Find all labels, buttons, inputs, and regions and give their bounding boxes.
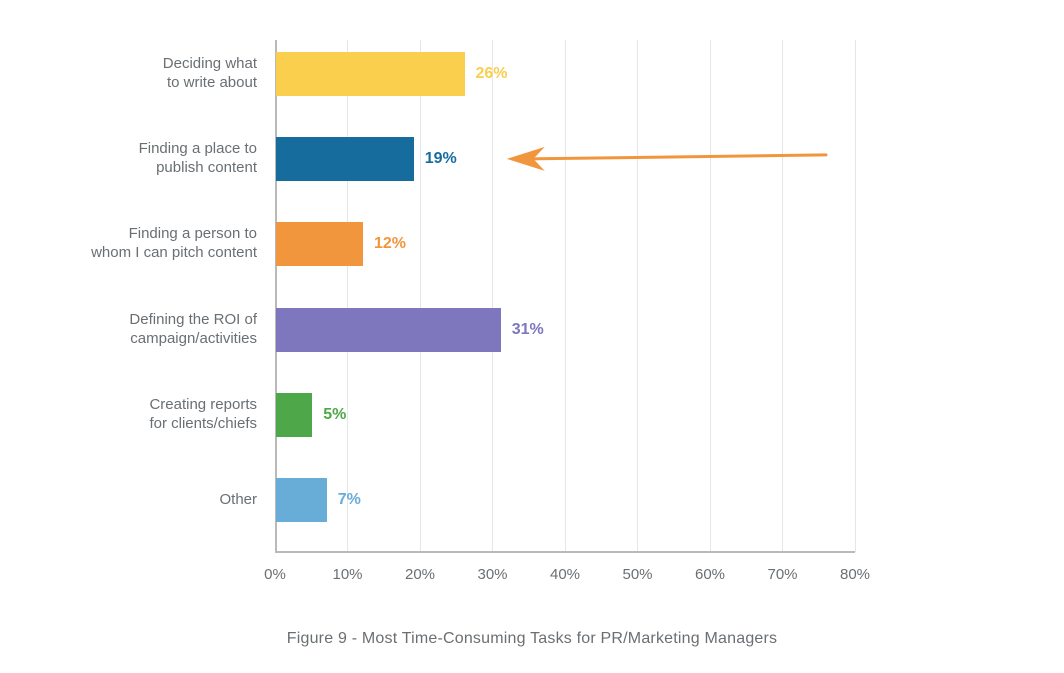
category-label: Finding a person towhom I can pitch cont… xyxy=(17,225,257,263)
category-label: Defining the ROI ofcampaign/activities xyxy=(17,311,257,349)
bar-chart: 0%10%20%30%40%50%60%70%80%26%Deciding wh… xyxy=(275,40,855,552)
x-tick-label: 0% xyxy=(264,566,286,583)
x-tick-label: 10% xyxy=(332,566,362,583)
category-label: Deciding whatto write about xyxy=(17,55,257,93)
category-label: Other xyxy=(17,491,257,510)
figure-9-container: 0%10%20%30%40%50%60%70%80%26%Deciding wh… xyxy=(0,0,1064,673)
x-tick-label: 60% xyxy=(695,566,725,583)
callout-arrow xyxy=(275,40,855,552)
plot-area: 0%10%20%30%40%50%60%70%80%26%Deciding wh… xyxy=(275,40,855,552)
x-tick-label: 40% xyxy=(550,566,580,583)
x-tick-label: 50% xyxy=(622,566,652,583)
figure-caption: Figure 9 - Most Time-Consuming Tasks for… xyxy=(0,630,1064,648)
category-label: Finding a place topublish content xyxy=(17,140,257,178)
x-tick-label: 70% xyxy=(767,566,797,583)
x-tick-label: 20% xyxy=(405,566,435,583)
x-tick-label: 30% xyxy=(477,566,507,583)
category-label: Creating reportsfor clients/chiefs xyxy=(17,396,257,434)
x-tick-label: 80% xyxy=(840,566,870,583)
